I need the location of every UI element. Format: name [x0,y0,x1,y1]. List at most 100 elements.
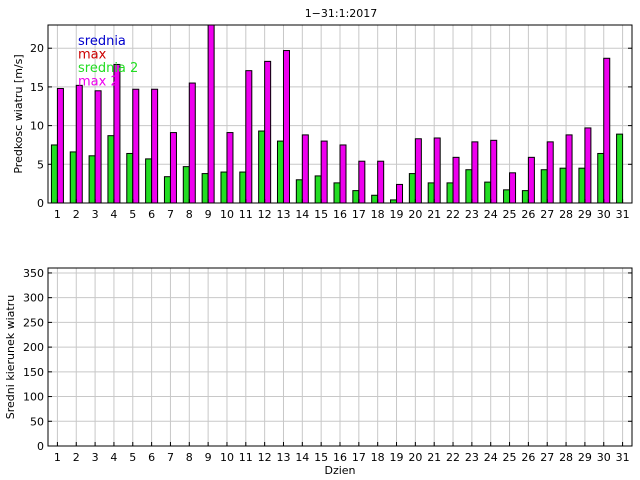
wind-speed-y-tick-label: 10 [30,120,44,133]
wind-direction-x-tick-label: 19 [390,451,404,464]
wind-direction-x-tick-label: 18 [371,451,385,464]
wind-direction-y-tick-label: 250 [23,316,44,329]
wind-speed-y-tick-label: 5 [37,158,44,171]
wind-speed-bar [314,175,322,204]
wind-direction-x-tick-label: 30 [597,451,611,464]
wind-speed-bar [616,133,624,204]
wind-speed-bar [527,156,535,204]
legend-entry: srednia 2 [78,61,138,76]
wind-speed-x-tick-label: 16 [333,208,347,221]
wind-speed-bar [169,132,177,204]
wind-speed-bar [301,134,309,204]
wind-direction-x-tick-label: 7 [167,451,174,464]
wind-speed-bar [578,167,586,204]
wind-speed-x-tick-label: 9 [205,208,212,221]
wind-speed-bar [352,190,360,204]
wind-speed-x-tick-label: 22 [446,208,460,221]
wind-speed-x-tick-label: 28 [559,208,573,221]
wind-direction-grid [48,268,632,447]
wind-direction-x-tick-label: 25 [503,451,517,464]
wind-speed-bar [471,141,479,204]
wind-speed-x-tick-label: 13 [276,208,290,221]
wind-speed-x-tick-label: 15 [314,208,328,221]
wind-speed-bar [75,84,83,204]
wind-direction-x-tick-label: 14 [295,451,309,464]
wind-speed-bars [50,24,624,204]
wind-speed-x-tick-label: 19 [390,208,404,221]
wind-speed-x-tick-label: 21 [427,208,441,221]
wind-speed-bar [132,88,140,204]
wind-direction-y-axis-label: Sredni kierunek wiatru [4,295,17,419]
wind-direction-y-tick-label: 200 [23,341,44,354]
wind-speed-bar [69,151,77,204]
wind-speed-y-tick-label: 0 [37,197,44,210]
wind-direction-x-tick-label: 12 [258,451,272,464]
wind-speed-x-tick-label: 11 [239,208,253,221]
wind-direction-x-tick-label: 20 [408,451,422,464]
wind-direction-x-tick-label: 10 [220,451,234,464]
wind-direction-x-tick-label: 9 [205,451,212,464]
wind-speed-bar [490,139,498,204]
wind-speed-x-tick-label: 29 [578,208,592,221]
wind-direction-y-tick-label: 100 [23,391,44,404]
wind-direction-x-tick-label: 26 [521,451,535,464]
wind-direction-x-tick-label: 8 [186,451,193,464]
wind-speed-bar [282,50,290,204]
wind-direction-x-tick-label: 3 [92,451,99,464]
wind-speed-x-tick-label: 7 [167,208,174,221]
wind-speed-bar [88,155,96,204]
chart-title: 1−31:1:2017 [305,7,378,20]
wind-direction-y-tick-label: 150 [23,366,44,379]
wind-direction-x-tick-label: 22 [446,451,460,464]
legend-entry: max [78,48,107,63]
wind-speed-bar [339,144,347,204]
wind-speed-x-tick-label: 5 [129,208,136,221]
wind-speed-bar [258,130,266,204]
wind-speed-bar [207,24,215,204]
wind-direction-x-tick-label: 6 [148,451,155,464]
x-axis-label: Dzien [324,464,355,477]
wind-direction-y-tick-label: 50 [30,415,44,428]
wind-speed-y-axis-label: Predkosc wiatru [m/s] [12,54,25,173]
wind-speed-bar [182,166,190,204]
wind-speed-bar [521,190,529,204]
wind-speed-bar [94,90,102,204]
wind-speed-x-tick-label: 25 [503,208,517,221]
wind-direction-x-tick-label: 11 [239,451,253,464]
wind-direction-y-tick-label: 350 [23,267,44,280]
wind-direction-x-tick-label: 4 [110,451,117,464]
wind-speed-x-tick-label: 17 [352,208,366,221]
wind-speed-x-tick-label: 30 [597,208,611,221]
wind-direction-x-tick-label: 16 [333,451,347,464]
wind-direction-x-tick-label: 15 [314,451,328,464]
wind-speed-bar [188,82,196,204]
wind-speed-x-tick-label: 4 [110,208,117,221]
wind-direction-x-tick-label: 1 [54,451,61,464]
wind-speed-x-tick-label: 23 [465,208,479,221]
wind-speed-x-tick-label: 26 [521,208,535,221]
wind-direction-x-tick-label: 24 [484,451,498,464]
wind-speed-y-tick-label: 15 [30,81,44,94]
wind-speed-x-tick-label: 24 [484,208,498,221]
wind-direction-x-tick-label: 31 [616,451,630,464]
wind-speed-bar [107,135,115,204]
wind-speed-bar [276,140,284,204]
wind-direction-x-tick-label: 21 [427,451,441,464]
wind-speed-bar [484,181,492,204]
wind-speed-bar [295,179,303,204]
wind-speed-x-tick-label: 27 [540,208,554,221]
wind-speed-x-tick-label: 12 [258,208,272,221]
wind-speed-bar [584,127,592,204]
wind-speed-bar [358,160,366,204]
wind-speed-bar [546,141,554,204]
wind-direction-x-tick-label: 2 [73,451,80,464]
wind-speed-bar [56,87,64,204]
wind-speed-bar [151,88,159,204]
wind-speed-bar [509,172,517,204]
